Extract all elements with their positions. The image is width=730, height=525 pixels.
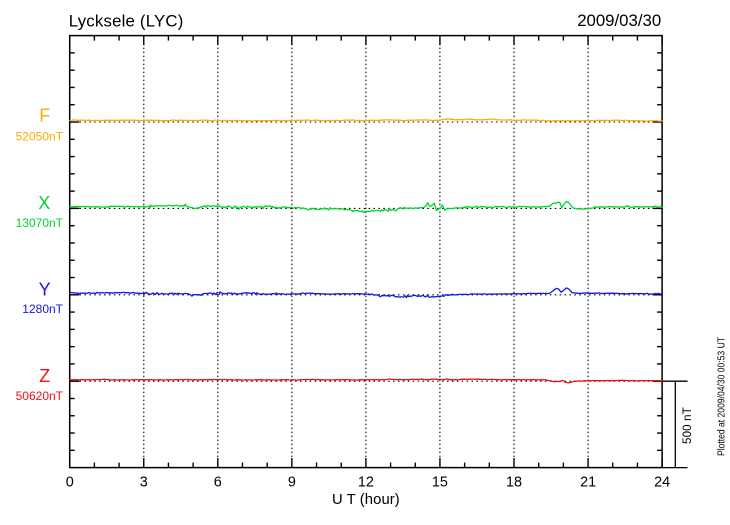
svg-text:52050nT: 52050nT	[16, 129, 64, 143]
svg-text:18: 18	[506, 474, 522, 490]
svg-text:500 nT: 500 nT	[682, 407, 694, 444]
svg-text:50620nT: 50620nT	[16, 389, 64, 403]
svg-text:13070nT: 13070nT	[16, 216, 64, 230]
svg-text:12: 12	[358, 474, 374, 490]
svg-text:24: 24	[654, 474, 670, 490]
svg-text:0: 0	[66, 474, 74, 490]
svg-text:U T (hour): U T (hour)	[332, 492, 400, 508]
svg-text:1280nT: 1280nT	[22, 302, 63, 316]
svg-text:6: 6	[214, 474, 222, 490]
svg-text:X: X	[38, 193, 50, 213]
svg-text:3: 3	[140, 474, 148, 490]
svg-text:21: 21	[580, 474, 596, 490]
svg-text:Y: Y	[39, 280, 51, 300]
svg-text:2009/03/30: 2009/03/30	[577, 11, 661, 30]
svg-text:F: F	[39, 105, 50, 125]
svg-text:15: 15	[432, 474, 448, 490]
svg-text:Z: Z	[39, 366, 50, 386]
svg-text:Plotted at 2009/04/30 00:53 UT: Plotted at 2009/04/30 00:53 UT	[717, 337, 728, 456]
svg-text:9: 9	[288, 474, 296, 490]
svg-text:Lycksele (LYC): Lycksele (LYC)	[69, 12, 184, 31]
